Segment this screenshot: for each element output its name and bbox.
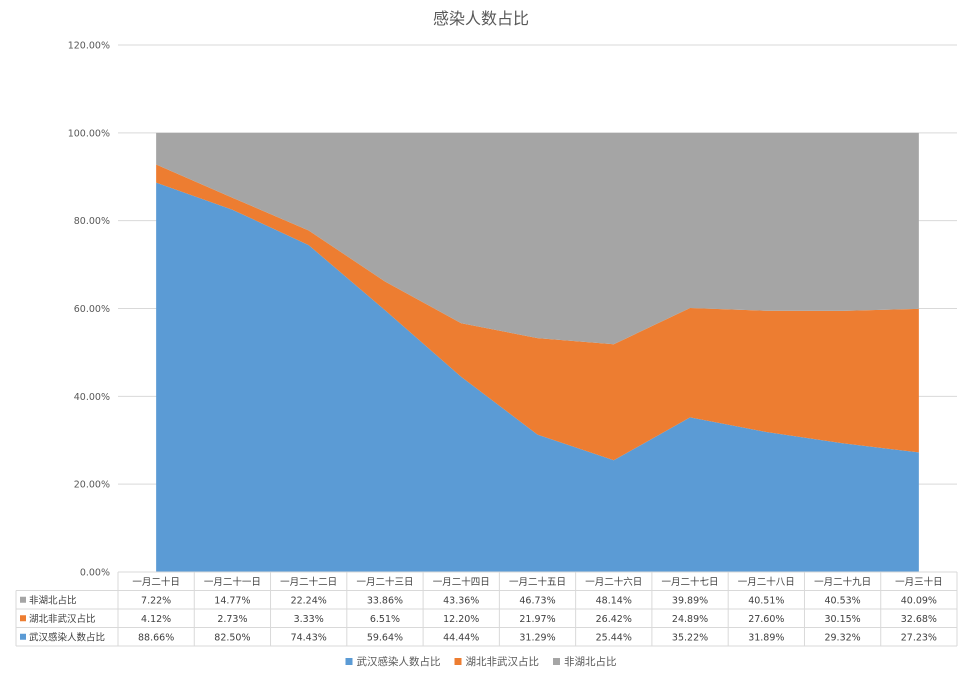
- legend: 武汉感染人数占比 湖北非武汉占比 非湖北占比: [345, 655, 617, 668]
- y-tick-label: 0.00%: [80, 568, 110, 579]
- data-label: 88.66%: [138, 632, 174, 643]
- data-label: 40.09%: [901, 595, 937, 606]
- x-category-label: 一月二十二日: [280, 576, 337, 588]
- area-series: [156, 132, 919, 345]
- data-label: 27.60%: [748, 614, 784, 625]
- data-label: 4.12%: [141, 614, 171, 625]
- data-label: 12.20%: [443, 614, 479, 625]
- y-tick-label: 20.00%: [74, 480, 110, 491]
- table-legend-key: [20, 615, 26, 622]
- table-legend-key: [20, 596, 26, 603]
- table-row-label: 武汉感染人数占比: [29, 631, 105, 643]
- data-label: 31.29%: [519, 632, 555, 643]
- data-label: 26.42%: [596, 614, 632, 625]
- data-table: 一月二十日 一月二十一日 一月二十二日 一月二十三日 一月二十四日 一月二十五日 一月二十六…: [15, 571, 958, 647]
- data-label: 14.77%: [214, 595, 250, 606]
- data-label: 74.43%: [291, 632, 327, 643]
- legend-label: 武汉感染人数占比: [357, 655, 441, 668]
- data-label: 82.50%: [214, 632, 250, 643]
- data-label: 24.89%: [672, 614, 708, 625]
- data-label: 59.64%: [367, 632, 403, 643]
- chart-title: 感染人数占比: [433, 9, 529, 28]
- data-label: 32.68%: [901, 614, 937, 625]
- x-category-label: 一月二十五日: [509, 576, 566, 588]
- data-label: 25.44%: [596, 632, 632, 643]
- data-label: 31.89%: [748, 632, 784, 643]
- legend-label: 非湖北占比: [564, 655, 617, 668]
- area-series: [156, 182, 919, 572]
- data-label: 3.33%: [294, 614, 324, 625]
- data-label: 33.86%: [367, 595, 403, 606]
- data-label: 48.14%: [596, 595, 632, 606]
- x-category-label: 一月二十七日: [662, 576, 719, 588]
- y-tick-label: 40.00%: [74, 392, 110, 403]
- legend-swatch: [553, 658, 560, 665]
- data-label: 27.23%: [901, 632, 937, 643]
- data-label: 22.24%: [291, 595, 327, 606]
- data-label: 2.73%: [217, 614, 247, 625]
- table-row-label: 湖北非武汉占比: [29, 613, 96, 625]
- data-label: 21.97%: [519, 614, 555, 625]
- x-category-label: 一月二十四日: [433, 576, 490, 588]
- x-category-label: 一月二十六日: [585, 576, 642, 588]
- y-tick-label: 100.00%: [68, 128, 110, 139]
- data-label: 35.22%: [672, 632, 708, 643]
- y-tick-label: 120.00%: [68, 41, 110, 52]
- x-category-label: 一月二十九日: [814, 576, 871, 588]
- data-label: 43.36%: [443, 595, 479, 606]
- data-label: 30.15%: [824, 614, 860, 625]
- data-label: 29.32%: [824, 632, 860, 643]
- data-label: 7.22%: [141, 595, 171, 606]
- y-axis-tick-labels: 0.00% 20.00% 40.00% 60.00% 80.00% 100.00% 120.…: [68, 41, 110, 579]
- x-category-label: 一月二十一日: [204, 576, 261, 588]
- x-category-label: 一月二十三日: [356, 576, 413, 588]
- data-label: 39.89%: [672, 595, 708, 606]
- data-label: 44.44%: [443, 632, 479, 643]
- legend-swatch: [454, 658, 462, 665]
- data-label: 6.51%: [370, 614, 400, 625]
- x-category-label: 一月二十日: [132, 576, 180, 588]
- stacked-areas: [156, 132, 919, 572]
- y-tick-label: 80.00%: [74, 216, 110, 227]
- table-row-label: 非湖北占比: [29, 594, 77, 606]
- x-category-label: 一月二十八日: [738, 576, 795, 588]
- legend-label: 湖北非武汉占比: [466, 655, 540, 668]
- data-label: 40.51%: [748, 595, 784, 606]
- table-legend-key: [20, 633, 26, 640]
- x-category-label: 一月三十日: [895, 576, 943, 588]
- area-series: [156, 164, 919, 461]
- y-tick-label: 60.00%: [74, 304, 110, 315]
- legend-swatch: [345, 658, 353, 665]
- data-label: 46.73%: [519, 595, 555, 606]
- data-label: 40.53%: [824, 595, 860, 606]
